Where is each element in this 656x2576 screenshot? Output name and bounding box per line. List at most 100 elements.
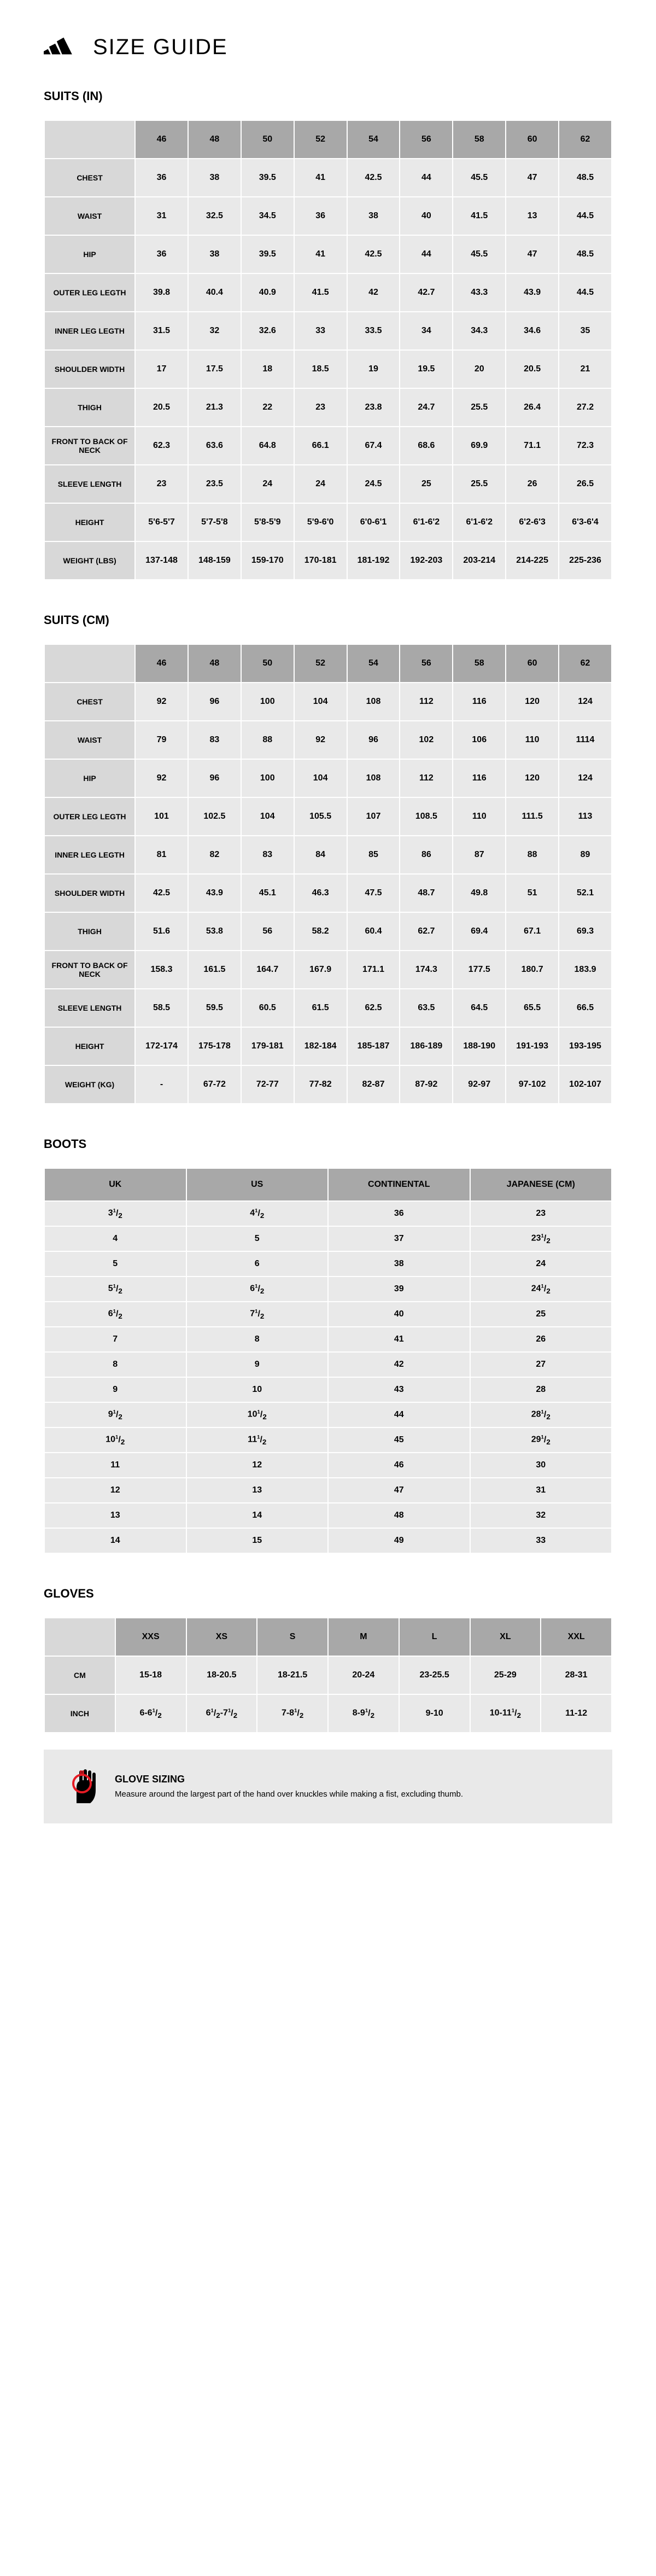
data-cell: 97-102	[506, 1065, 559, 1104]
data-cell: 45	[328, 1427, 470, 1453]
data-cell: 23-25.5	[399, 1656, 470, 1694]
data-cell: 69.3	[559, 912, 612, 951]
table-row: INNER LEG LEGTH31.53232.63333.53434.334.…	[44, 312, 612, 350]
data-cell: 6-61/2	[115, 1694, 186, 1733]
data-cell: 51	[506, 874, 559, 912]
data-cell: 40	[328, 1302, 470, 1327]
row-label: WEIGHT (LBS)	[44, 541, 135, 580]
row-label: WAIST	[44, 721, 135, 759]
data-cell: 40.4	[188, 273, 241, 312]
table-row: HEIGHT172-174175-178179-181182-184185-18…	[44, 1027, 612, 1065]
data-cell: 44.5	[559, 273, 612, 312]
table-row: 31/241/23623	[44, 1201, 612, 1226]
data-cell: 28	[470, 1377, 612, 1402]
table-row: HIP9296100104108112116120124	[44, 759, 612, 797]
data-cell: 5'8-5'9	[241, 503, 294, 541]
data-cell: 60.4	[347, 912, 400, 951]
data-cell: 19.5	[400, 350, 453, 388]
data-cell: 214-225	[506, 541, 559, 580]
data-cell: 137-148	[135, 541, 188, 580]
row-label: HIP	[44, 759, 135, 797]
boots-column-header: UK	[44, 1168, 186, 1201]
table-row: HIP363839.54142.54445.54748.5	[44, 235, 612, 273]
data-cell: 92	[135, 683, 188, 721]
size-header: 50	[241, 644, 294, 683]
data-cell: 39	[328, 1277, 470, 1302]
data-cell: 81	[135, 836, 188, 874]
size-header: 60	[506, 120, 559, 159]
table-row: WAIST79838892961021061101114	[44, 721, 612, 759]
boots-table: UKUSCONTINENTALJAPANESE (CM) 31/241/2362…	[44, 1168, 612, 1554]
table-row: 91/2101/244281/2	[44, 1402, 612, 1427]
data-cell: 8	[186, 1327, 329, 1352]
data-cell: 158.3	[135, 951, 188, 989]
data-cell: 39.8	[135, 273, 188, 312]
table-row: CHEST9296100104108112116120124	[44, 683, 612, 721]
data-cell: 105.5	[294, 797, 347, 836]
size-header-blank	[44, 644, 135, 683]
data-cell: 100	[241, 683, 294, 721]
row-label: WEIGHT (KG)	[44, 1065, 135, 1104]
data-cell: 61/2	[44, 1302, 186, 1327]
data-cell: 34.6	[506, 312, 559, 350]
data-cell: 88	[506, 836, 559, 874]
data-cell: 181-192	[347, 541, 400, 580]
data-cell: 40	[400, 197, 453, 235]
size-header: 54	[347, 120, 400, 159]
data-cell: 186-189	[400, 1027, 453, 1065]
data-cell: 42.7	[400, 273, 453, 312]
table-row: FRONT TO BACK OF NECK62.363.664.866.167.…	[44, 427, 612, 465]
data-cell: 63.6	[188, 427, 241, 465]
table-row: WAIST3132.534.536384041.51344.5	[44, 197, 612, 235]
gloves-size-header: S	[257, 1618, 328, 1656]
data-cell: 25-29	[470, 1656, 541, 1694]
data-cell: 72.3	[559, 427, 612, 465]
data-cell: 10	[186, 1377, 329, 1402]
data-cell: 32	[188, 312, 241, 350]
data-cell: 241/2	[470, 1277, 612, 1302]
data-cell: 43.9	[506, 273, 559, 312]
data-cell: 69.9	[453, 427, 506, 465]
data-cell: 13	[44, 1503, 186, 1528]
gloves-size-header: M	[328, 1618, 399, 1656]
data-cell: 1114	[559, 721, 612, 759]
data-cell: 15-18	[115, 1656, 186, 1694]
data-cell: 42.5	[135, 874, 188, 912]
data-cell: 39.5	[241, 235, 294, 273]
data-cell: 67-72	[188, 1065, 241, 1104]
data-cell: 18-20.5	[186, 1656, 257, 1694]
data-cell: 40.9	[241, 273, 294, 312]
data-cell: 33	[294, 312, 347, 350]
data-cell: 23.5	[188, 465, 241, 503]
data-cell: 42	[328, 1352, 470, 1377]
data-cell: 6'1-6'2	[453, 503, 506, 541]
data-cell: 21	[559, 350, 612, 388]
data-cell: 23	[470, 1201, 612, 1226]
row-label: SLEEVE LENGTH	[44, 465, 135, 503]
data-cell: 62.7	[400, 912, 453, 951]
data-cell: 171.1	[347, 951, 400, 989]
size-header: 62	[559, 644, 612, 683]
data-cell: 8-91/2	[328, 1694, 399, 1733]
data-cell: 51/2	[44, 1277, 186, 1302]
data-cell: 67.1	[506, 912, 559, 951]
data-cell: 85	[347, 836, 400, 874]
data-cell: 48	[328, 1503, 470, 1528]
data-cell: 41.5	[294, 273, 347, 312]
data-cell: 11-12	[541, 1694, 612, 1733]
data-cell: 38	[188, 159, 241, 197]
data-cell: 104	[241, 797, 294, 836]
row-label: INNER LEG LEGTH	[44, 312, 135, 350]
suits-cm-title: SUITS (CM)	[44, 613, 612, 627]
data-cell: 116	[453, 683, 506, 721]
data-cell: 59.5	[188, 989, 241, 1027]
size-header: 58	[453, 120, 506, 159]
data-cell: 46	[328, 1453, 470, 1478]
data-cell: 47	[328, 1478, 470, 1503]
row-label: OUTER LEG LEGTH	[44, 797, 135, 836]
data-cell: 23.8	[347, 388, 400, 427]
table-row: 61/271/24025	[44, 1302, 612, 1327]
data-cell: 6	[186, 1251, 329, 1277]
data-cell: 104	[294, 683, 347, 721]
data-cell: 18.5	[294, 350, 347, 388]
